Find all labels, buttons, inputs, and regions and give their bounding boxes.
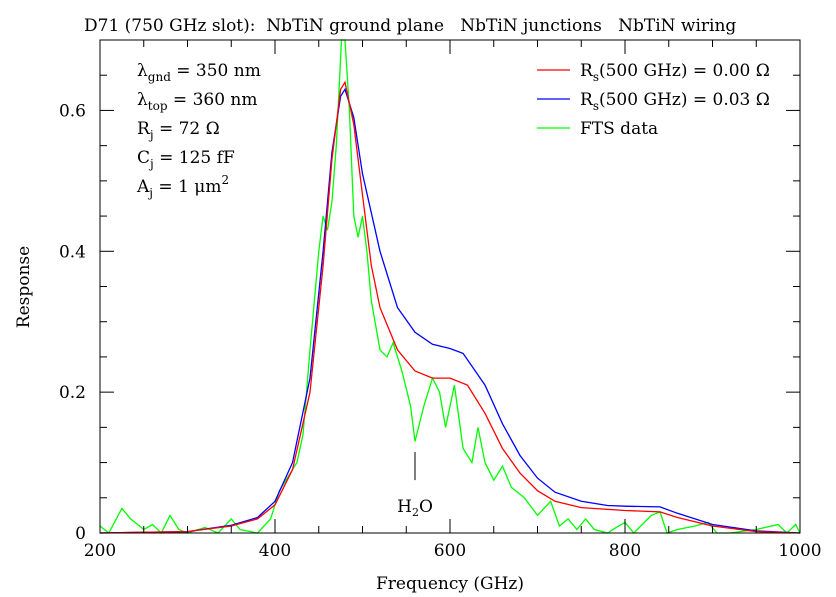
chart-title: D71 (750 GHz slot): NbTiN ground plane N… [84,16,736,36]
parameter-label: λgnd = 350 nm [137,61,261,84]
x-axis-label: Frequency (GHz) [376,574,524,594]
h2o-label: H2O [397,497,433,519]
series-group [99,39,801,535]
y-tick-label: 0 [75,524,86,544]
parameters-box: λgnd = 350 nm λtop = 360 nm Rj = 72 Ω Cj = … [136,61,261,200]
series-line-2 [99,39,801,535]
parameter-label: Cj = 125 fF [137,148,235,171]
y-tick-label: 0.6 [59,101,86,121]
legend-entry: Rs(500 GHz) = 0.00 Ω [580,61,770,84]
h2o-annotation: H2O [397,452,433,519]
legend: Rs(500 GHz) = 0.00 Ω Rs(500 GHz) = 0.03 Ω… [537,61,770,139]
series-line-1 [99,87,801,534]
plot-frame [99,39,801,534]
x-tick-label: 600 [434,541,466,561]
y-tick-label: 0.2 [59,383,86,403]
series-line-0 [99,80,801,534]
parameter-label: Rj = 72 Ω [137,119,220,142]
y-tick-label: 0.4 [59,242,86,262]
x-tick-label: 400 [259,541,291,561]
parameter-label: λtop = 360 nm [137,90,258,113]
y-axis-label: Response [14,246,34,328]
x-tick-label: 1000 [778,541,821,561]
x-tick-label: 200 [84,541,116,561]
x-tick-label: 800 [609,541,641,561]
axis-ticks: 200 400 600 800 1000 0 0.2 0.4 0.6 [59,39,822,561]
parameter-label: Aj = 1 μm2 [136,173,229,200]
legend-entry: FTS data [580,119,658,139]
legend-entry: Rs(500 GHz) = 0.03 Ω [580,90,770,113]
